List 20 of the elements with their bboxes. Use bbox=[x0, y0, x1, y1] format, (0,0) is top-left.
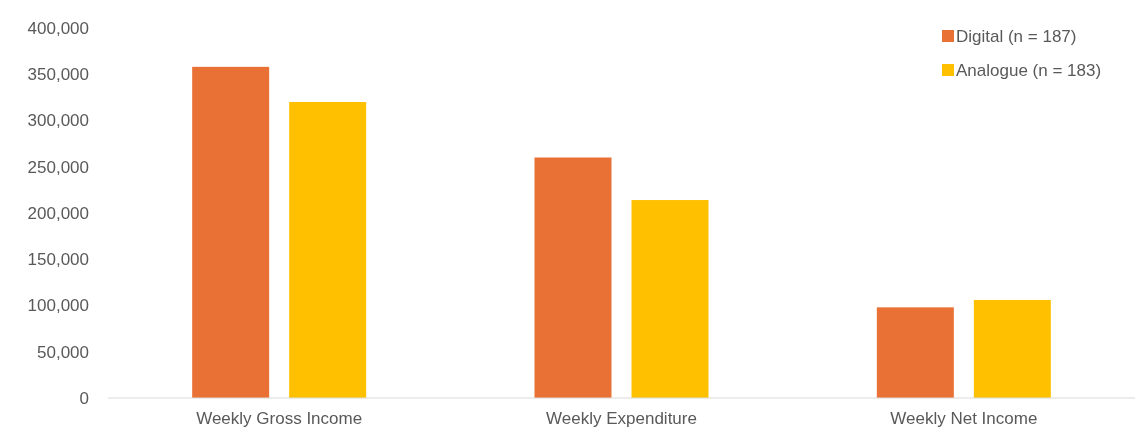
bar bbox=[289, 102, 367, 398]
x-tick-label: Weekly Gross Income bbox=[196, 409, 363, 428]
y-tick-label: 200,000 bbox=[27, 203, 89, 223]
y-tick-label: 300,000 bbox=[27, 111, 89, 131]
y-tick-label: 150,000 bbox=[27, 250, 89, 270]
x-tick-label: Weekly Net Income bbox=[890, 409, 1038, 428]
y-tick-label: 100,000 bbox=[27, 296, 89, 316]
bar bbox=[876, 307, 954, 398]
y-tick-label: 350,000 bbox=[27, 65, 89, 85]
bar bbox=[534, 157, 612, 398]
bar bbox=[192, 66, 270, 398]
y-tick-label: 400,000 bbox=[27, 18, 89, 38]
bar bbox=[973, 299, 1051, 398]
y-tick-label: 0 bbox=[79, 388, 89, 408]
bar bbox=[631, 200, 709, 398]
x-tick-label: Weekly Expenditure bbox=[546, 409, 697, 428]
legend-label: Digital (n = 187) bbox=[956, 26, 1077, 46]
y-tick-label: 50,000 bbox=[37, 342, 89, 362]
y-tick-label: 250,000 bbox=[27, 157, 89, 177]
legend-label: Analogue (n = 183) bbox=[956, 60, 1102, 80]
